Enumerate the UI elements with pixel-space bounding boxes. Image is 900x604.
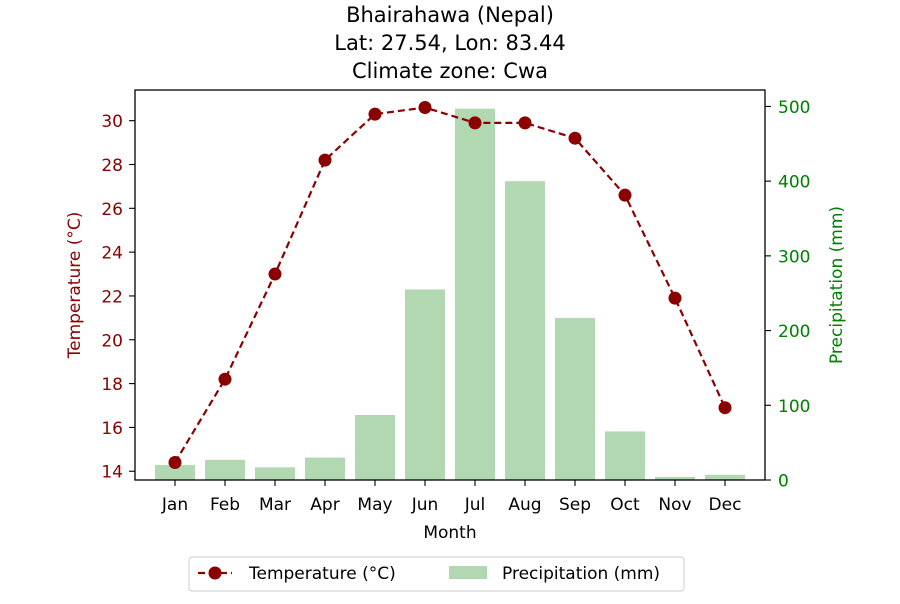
x-axis-label: Month [423,523,476,543]
left-tick-label: 14 [101,463,123,483]
precipitation-bar [355,415,395,480]
precipitation-bar [655,477,695,480]
precipitation-bar [455,108,495,480]
axis-labels: Month Temperature (°C) Precipitation (mm) [65,206,847,543]
temperature-point [218,372,232,386]
title-line: Climate zone: Cwa [352,59,548,83]
temperature-point [268,267,282,281]
legend-box [188,556,685,592]
x-tick-label: Aug [508,495,541,515]
left-tick-label: 28 [101,156,123,176]
left-tick-label: 22 [101,287,123,307]
precipitation-bar [405,289,445,480]
left-tick-label: 30 [101,112,123,132]
temperature-point [668,291,682,305]
precipitation-bar [605,431,645,480]
left-y-axis: 14 16 18 20 22 24 26 28 30 [101,112,135,483]
right-tick-label: 500 [778,98,810,118]
x-tick-label: Nov [658,495,691,515]
legend: Temperature (°C) Precipitation (mm) [188,556,685,592]
legend-temperature-marker [208,566,222,580]
legend-precipitation-label: Precipitation (mm) [502,564,660,584]
temperature-point [168,455,182,469]
temperature-line [174,106,727,464]
temperature-point [468,116,482,130]
plot-frame [134,89,766,481]
precipitation-bars [155,108,745,481]
temperature-point [618,188,632,202]
x-tick-label: Mar [259,495,291,515]
x-tick-label: Apr [310,495,339,515]
precipitation-bar [555,317,595,480]
precipitation-bar [705,474,745,480]
x-tick-label: Oct [610,495,640,515]
left-tick-label: 20 [101,331,123,351]
left-tick-label: 16 [101,419,123,439]
left-axis-label: Temperature (°C) [65,212,85,360]
right-axis-label: Precipitation (mm) [827,206,847,364]
precipitation-bar [305,457,345,480]
axes [134,89,766,481]
chart-title: Bhairahawa (Nepal) Lat: 27.54, Lon: 83.44… [334,3,565,83]
right-y-axis: 0 100 200 300 400 500 [765,98,810,492]
x-tick-label: Jan [161,495,188,515]
legend-precipitation-swatch [449,566,487,579]
left-tick-label: 26 [101,200,123,220]
temperature-point [318,153,332,167]
precipitation-bar [155,465,195,480]
x-tick-label: Dec [709,495,742,515]
right-tick-label: 400 [778,173,810,193]
x-tick-label: Jun [411,495,439,515]
temperature-point [518,116,532,130]
right-tick-label: 100 [778,397,810,417]
left-tick-label: 18 [101,375,123,395]
right-tick-label: 0 [778,472,789,492]
precipitation-bar [505,181,545,481]
temperature-point [368,107,382,121]
title-line: Lat: 27.54, Lon: 83.44 [334,31,565,55]
x-tick-label: Sep [559,495,591,515]
x-tick-label: Jul [464,495,486,515]
right-tick-label: 200 [778,322,810,342]
x-axis: Jan Feb Mar Apr May Jun Jul Aug Sep Oct Nov Dec [161,480,742,515]
precipitation-bar [205,459,245,480]
right-tick-label: 300 [778,247,810,267]
temperature-point [568,131,582,145]
temperature-point [718,401,732,415]
left-tick-label: 24 [101,244,123,264]
title-line: Bhairahawa (Nepal) [346,3,554,27]
precipitation-bar [255,467,295,480]
legend-temperature-label: Temperature (°C) [248,564,396,584]
x-tick-label: Feb [210,495,240,515]
temperature-line-group [168,101,732,469]
x-tick-label: May [357,495,392,515]
temperature-point [418,101,432,115]
